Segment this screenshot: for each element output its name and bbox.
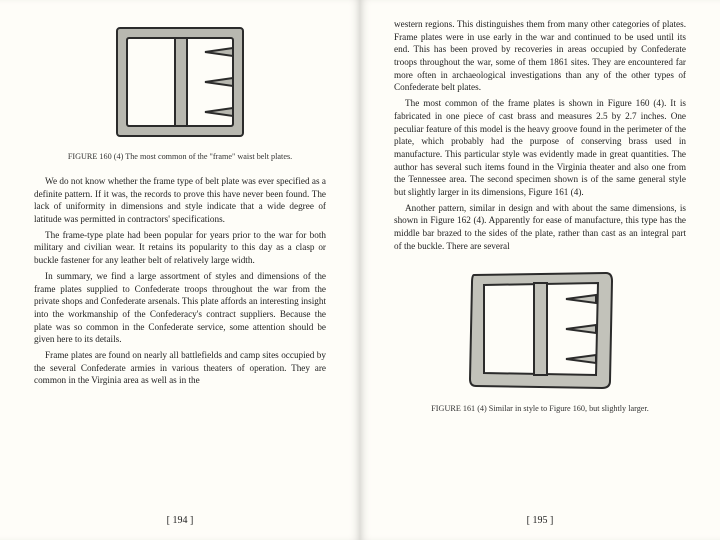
para: The most common of the frame plates is s… bbox=[394, 97, 686, 199]
figure-161-image bbox=[460, 263, 620, 398]
para: In summary, we find a large assortment o… bbox=[34, 270, 326, 346]
page-number-right: [ 195 ] bbox=[394, 509, 686, 526]
figure-160-wrap: FIGURE 160 (4) The most common of the "f… bbox=[34, 18, 326, 175]
figure-161-caption: FIGURE 161 (4) Similar in style to Figur… bbox=[394, 404, 686, 413]
page-left: FIGURE 160 (4) The most common of the "f… bbox=[0, 0, 360, 540]
right-body: western regions. This distinguishes them… bbox=[394, 18, 686, 255]
left-body: We do not know whether the frame type of… bbox=[34, 175, 326, 390]
para: We do not know whether the frame type of… bbox=[34, 175, 326, 226]
page-right: western regions. This distinguishes them… bbox=[360, 0, 720, 540]
para: Frame plates are found on nearly all bat… bbox=[34, 349, 326, 387]
page-number-left: [ 194 ] bbox=[34, 509, 326, 526]
figure-160-image bbox=[105, 18, 255, 146]
para: Another pattern, similar in design and w… bbox=[394, 202, 686, 253]
para: western regions. This distinguishes them… bbox=[394, 18, 686, 94]
figure-161-wrap: FIGURE 161 (4) Similar in style to Figur… bbox=[394, 263, 686, 427]
figure-160-caption: FIGURE 160 (4) The most common of the "f… bbox=[34, 152, 326, 161]
para: The frame-type plate had been popular fo… bbox=[34, 229, 326, 267]
